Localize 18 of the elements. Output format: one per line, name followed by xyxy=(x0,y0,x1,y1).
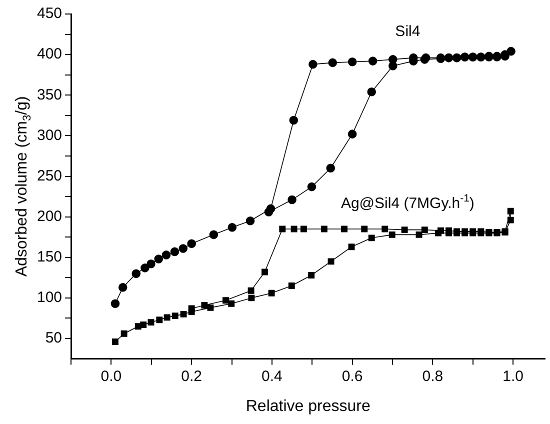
y-tick-label: 350 xyxy=(36,86,62,104)
x-tick-label: 0.4 xyxy=(262,368,282,385)
y-tick-label: 200 xyxy=(36,208,62,225)
x-tick-label: 0.8 xyxy=(422,368,444,385)
x-axis-title: Relative pressure xyxy=(246,398,370,415)
y-tick-label: 450 xyxy=(36,5,62,22)
y-tick-label: 50 xyxy=(45,330,62,347)
y-tick-label: 250 xyxy=(36,167,62,184)
y-tick-label: 150 xyxy=(36,248,62,266)
x-tick-label: 0.0 xyxy=(100,368,122,385)
y-tick-label: 100 xyxy=(36,289,62,306)
y-tick-label: 400 xyxy=(36,46,62,63)
x-tick-label: 1.0 xyxy=(502,368,524,385)
y-axis-title: Adsorbed volume (cm3/g) xyxy=(13,96,34,277)
y-tick-label: 300 xyxy=(36,126,62,144)
series-label: Sil4 xyxy=(395,22,420,40)
x-tick-label: 0.2 xyxy=(181,368,202,385)
x-tick-label: 0.6 xyxy=(342,368,363,385)
